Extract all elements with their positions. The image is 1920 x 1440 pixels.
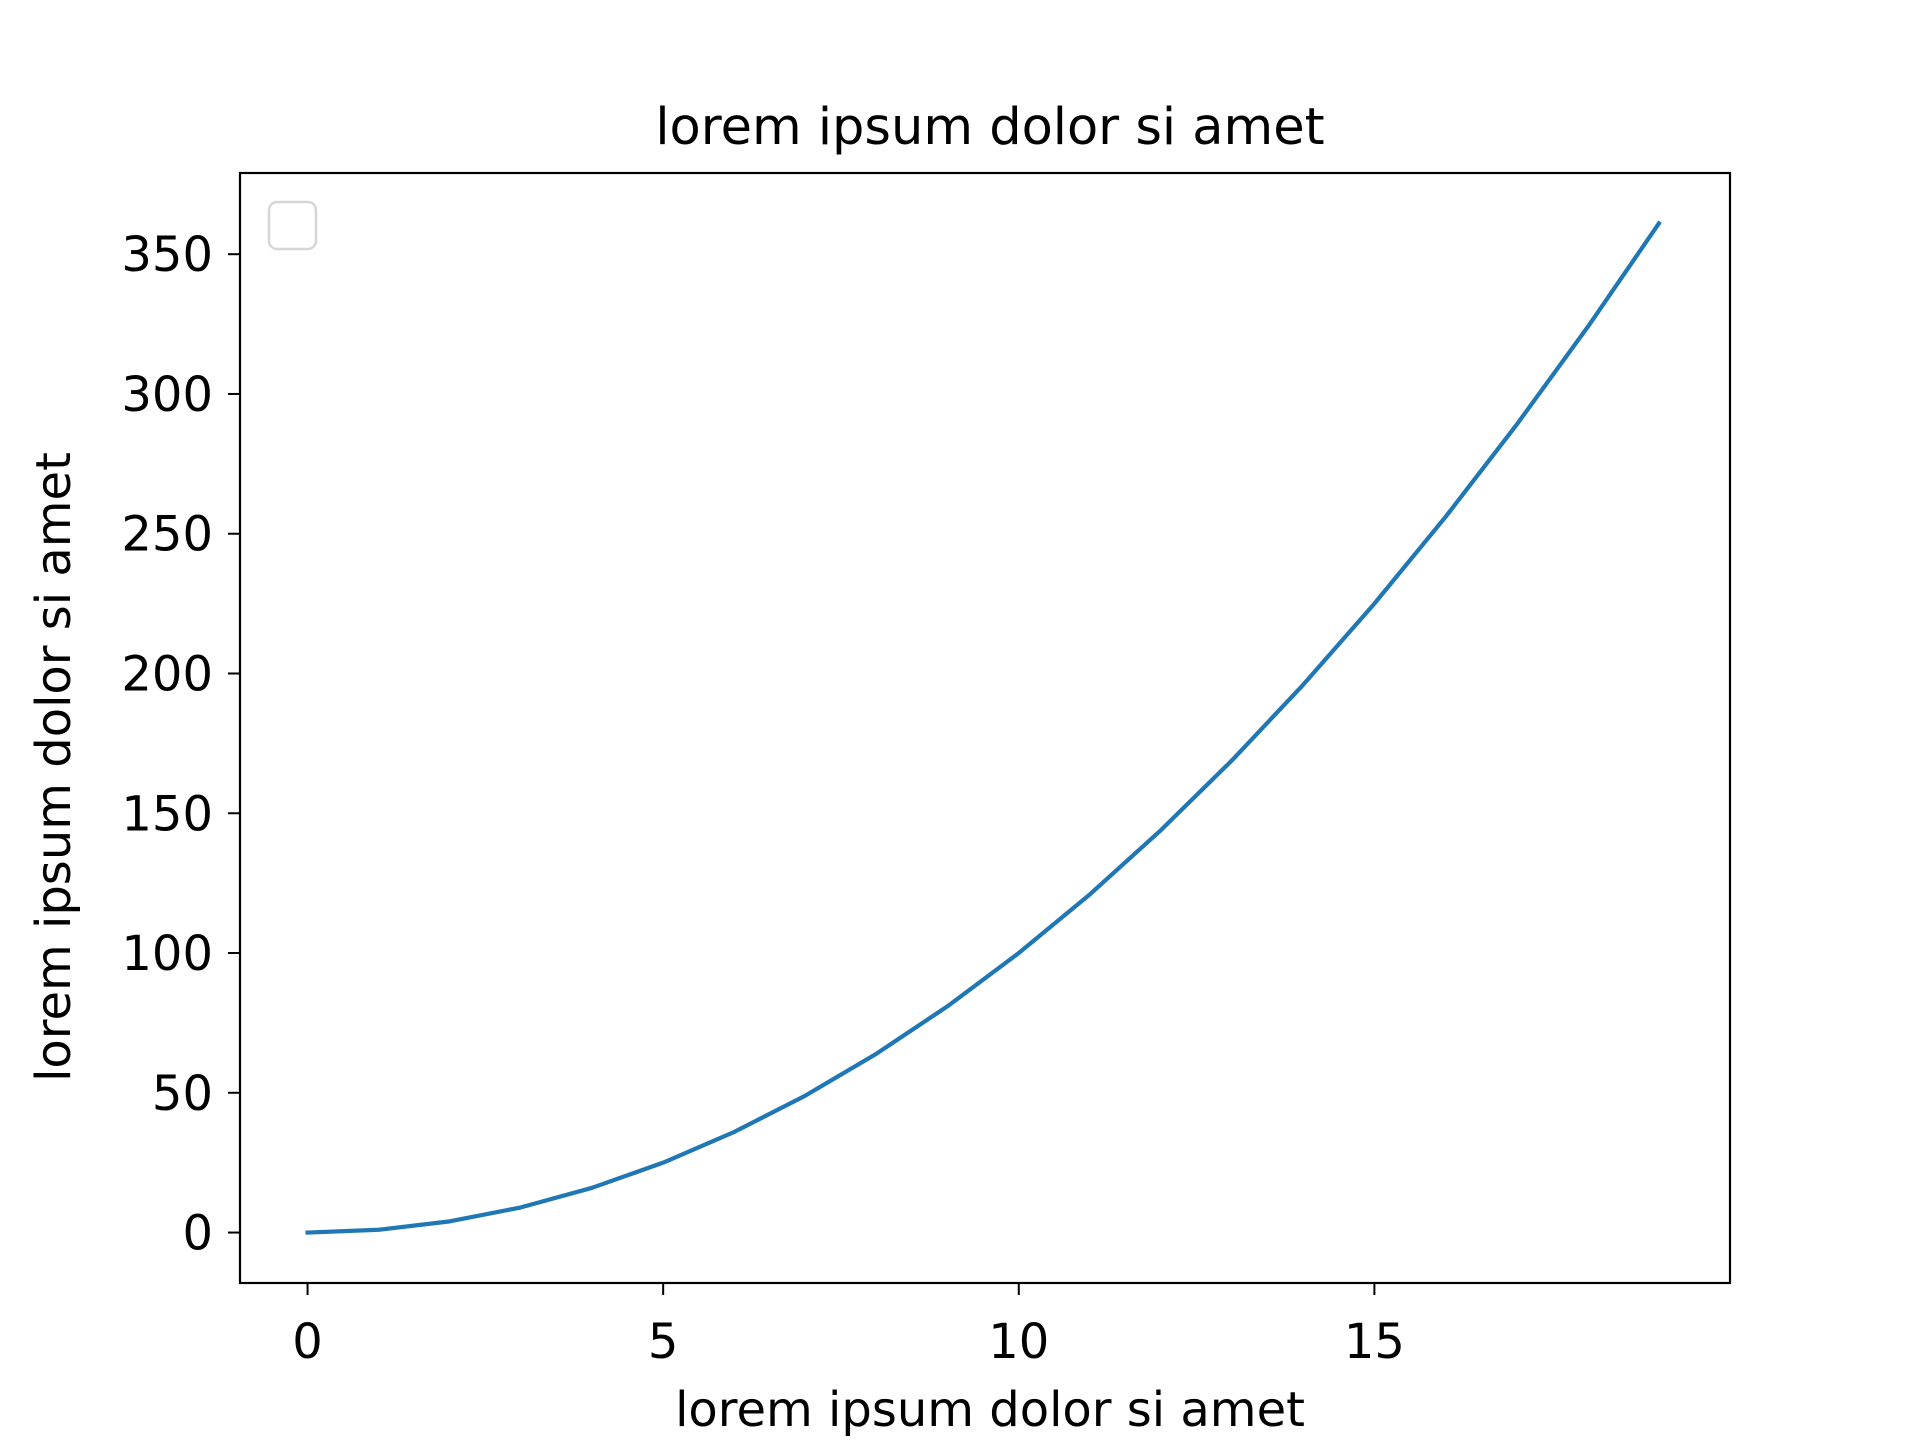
y-axis-label: lorem ipsum dolor si amet [26, 452, 82, 1082]
chart-title: lorem ipsum dolor si amet [655, 98, 1324, 157]
y-tick-label: 0 [182, 1206, 213, 1262]
x-tick-label: 10 [988, 1314, 1049, 1370]
axes-frame [238, 171, 1732, 1285]
x-tick-label: 5 [648, 1314, 679, 1370]
plot-area [305, 220, 1662, 1235]
x-tick-label: 15 [1344, 1314, 1405, 1370]
y-tick-label: 300 [121, 367, 213, 423]
y-tick-label: 250 [121, 507, 213, 563]
y-tick-label: 100 [121, 926, 213, 982]
y-tick-label: 200 [121, 646, 213, 702]
series-line-0 [305, 220, 1662, 1235]
x-tick-label: 0 [292, 1314, 323, 1370]
y-tick-label: 50 [152, 1066, 213, 1122]
x-axis-ticks: 0 5 10 15 [292, 1283, 1405, 1370]
y-tick-label: 150 [121, 786, 213, 842]
x-axis-label: lorem ipsum dolor si amet [675, 1382, 1305, 1438]
legend-box [267, 200, 318, 251]
y-tick-label: 350 [121, 227, 213, 283]
y-axis-ticks: 0 50 100 150 200 250 300 350 [121, 227, 240, 1262]
